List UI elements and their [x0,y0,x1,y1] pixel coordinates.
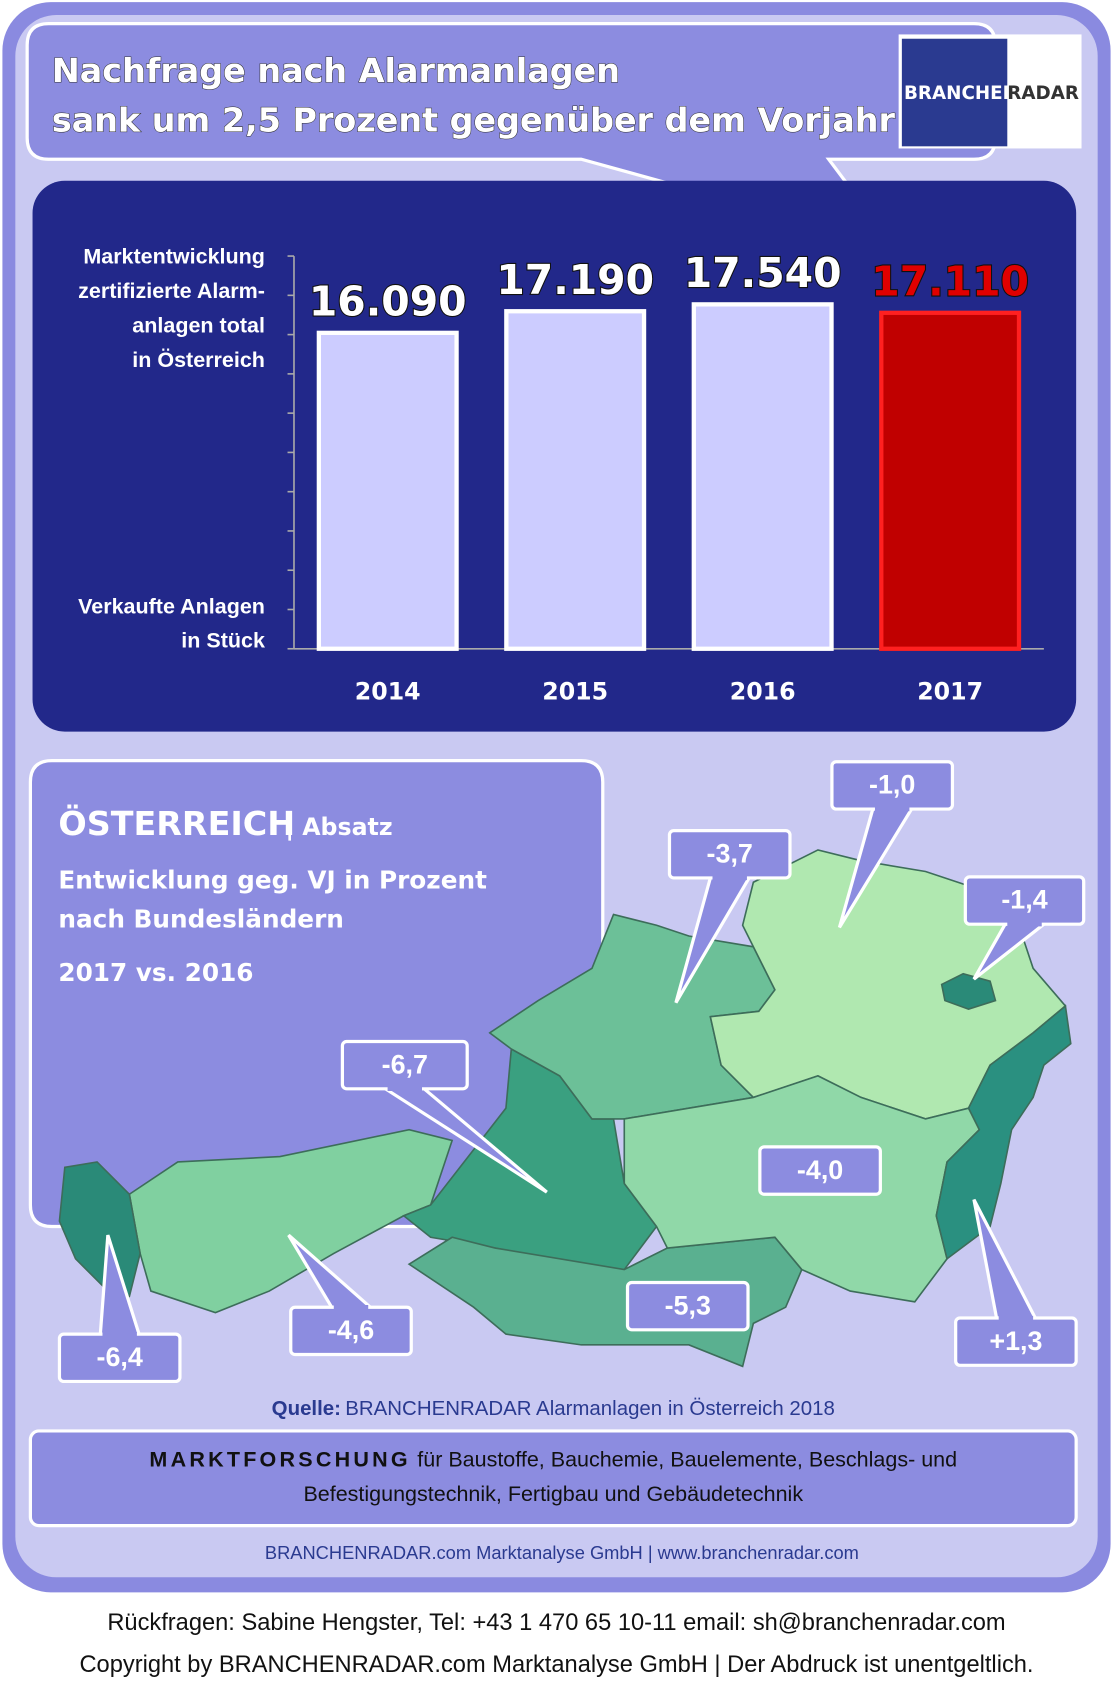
map-subtitle: Entwicklung geg. VJ in Prozent [58,866,487,895]
callout-box [758,1145,882,1196]
bar-chart: Marktentwicklung zertifizierte Alarm-anla… [78,245,1044,705]
copyright: Copyright by BRANCHENRADAR.com Marktanal… [79,1652,1033,1678]
company: BRANCHENRADAR.com Marktanalyse GmbH | ww… [265,1542,859,1563]
callout-label: -5,3 [665,1290,711,1320]
y-axis-label: Verkaufte Anlagen [78,594,265,618]
callout-label: -3,7 [707,838,753,868]
logo-text: BRANCHEN [904,83,1018,104]
chart-title: zertifizierte Alarm- [78,279,265,303]
bar [879,310,1022,651]
callout-label: -6,4 [97,1342,143,1372]
banner-line: Befestigungstechnik, Fertigbau und Gebäu… [303,1482,803,1506]
map-subtitle: nach Bundesländern [58,904,344,933]
region [58,1161,141,1298]
logo-text: RADAR [1007,83,1079,104]
map-title: ÖSTERREICH [58,803,295,843]
value-label: 16.090 [309,278,467,326]
region [935,1004,1072,1261]
map-period: 2017 vs. 2016 [58,958,253,987]
value-label: 17.190 [496,256,654,304]
bar [504,309,647,651]
map-title-suffix: | Absatz [285,813,392,841]
bar [316,330,459,651]
callout-label: -6,7 [382,1049,428,1079]
banner [28,1429,1078,1528]
source-text: BRANCHENRADAR Alarmanlagen in Österreich… [345,1397,835,1420]
value-label: 17.540 [684,249,842,297]
banner-text: für Baustoffe, Bauchemie, Bauelemente, B… [417,1447,957,1471]
x-tick-label: 2017 [917,677,983,705]
contact: Rückfragen: Sabine Hengster, Tel: +43 1 … [107,1610,1005,1636]
source: Quelle: BRANCHENRADAR Alarmanlagen in Öst… [272,1397,835,1420]
logo-square [901,38,1008,147]
x-tick-label: 2016 [730,677,796,705]
callout-label: -4,0 [797,1155,843,1185]
callouts: -1,0 -3,7 -1,4 -6,7 -4,0 -5,3 +1,3 -4,6 -6,4 [57,760,1086,1384]
bar [691,302,834,651]
region [407,1236,803,1368]
chart-title: anlagen total [132,313,265,337]
region [940,972,997,1011]
banner-line: MARKTFORSCHUNG für Baustoffe, Bauchemie, … [149,1447,957,1471]
callout-label: -4,6 [328,1315,374,1345]
x-tick-label: 2014 [355,677,421,705]
x-tick-label: 2015 [542,677,608,705]
header-title: Nachfrage nach Alarmanlagen [52,51,620,90]
y-axis-label: in Stück [181,629,265,653]
source-label: Quelle: [272,1397,341,1420]
chart-title: Marktentwicklung [83,245,265,269]
banner-strong: MARKTFORSCHUNG [149,1447,410,1471]
callout-box [625,1280,750,1332]
callout-label: +1,3 [989,1326,1042,1356]
chart-title: in Österreich [132,347,265,372]
header-title: sank um 2,5 Prozent gegenüber dem Vorjah… [52,100,896,139]
callout-label: -1,0 [869,770,915,800]
callout-label: -1,4 [1001,885,1047,915]
value-label: 17.110 [871,258,1029,306]
